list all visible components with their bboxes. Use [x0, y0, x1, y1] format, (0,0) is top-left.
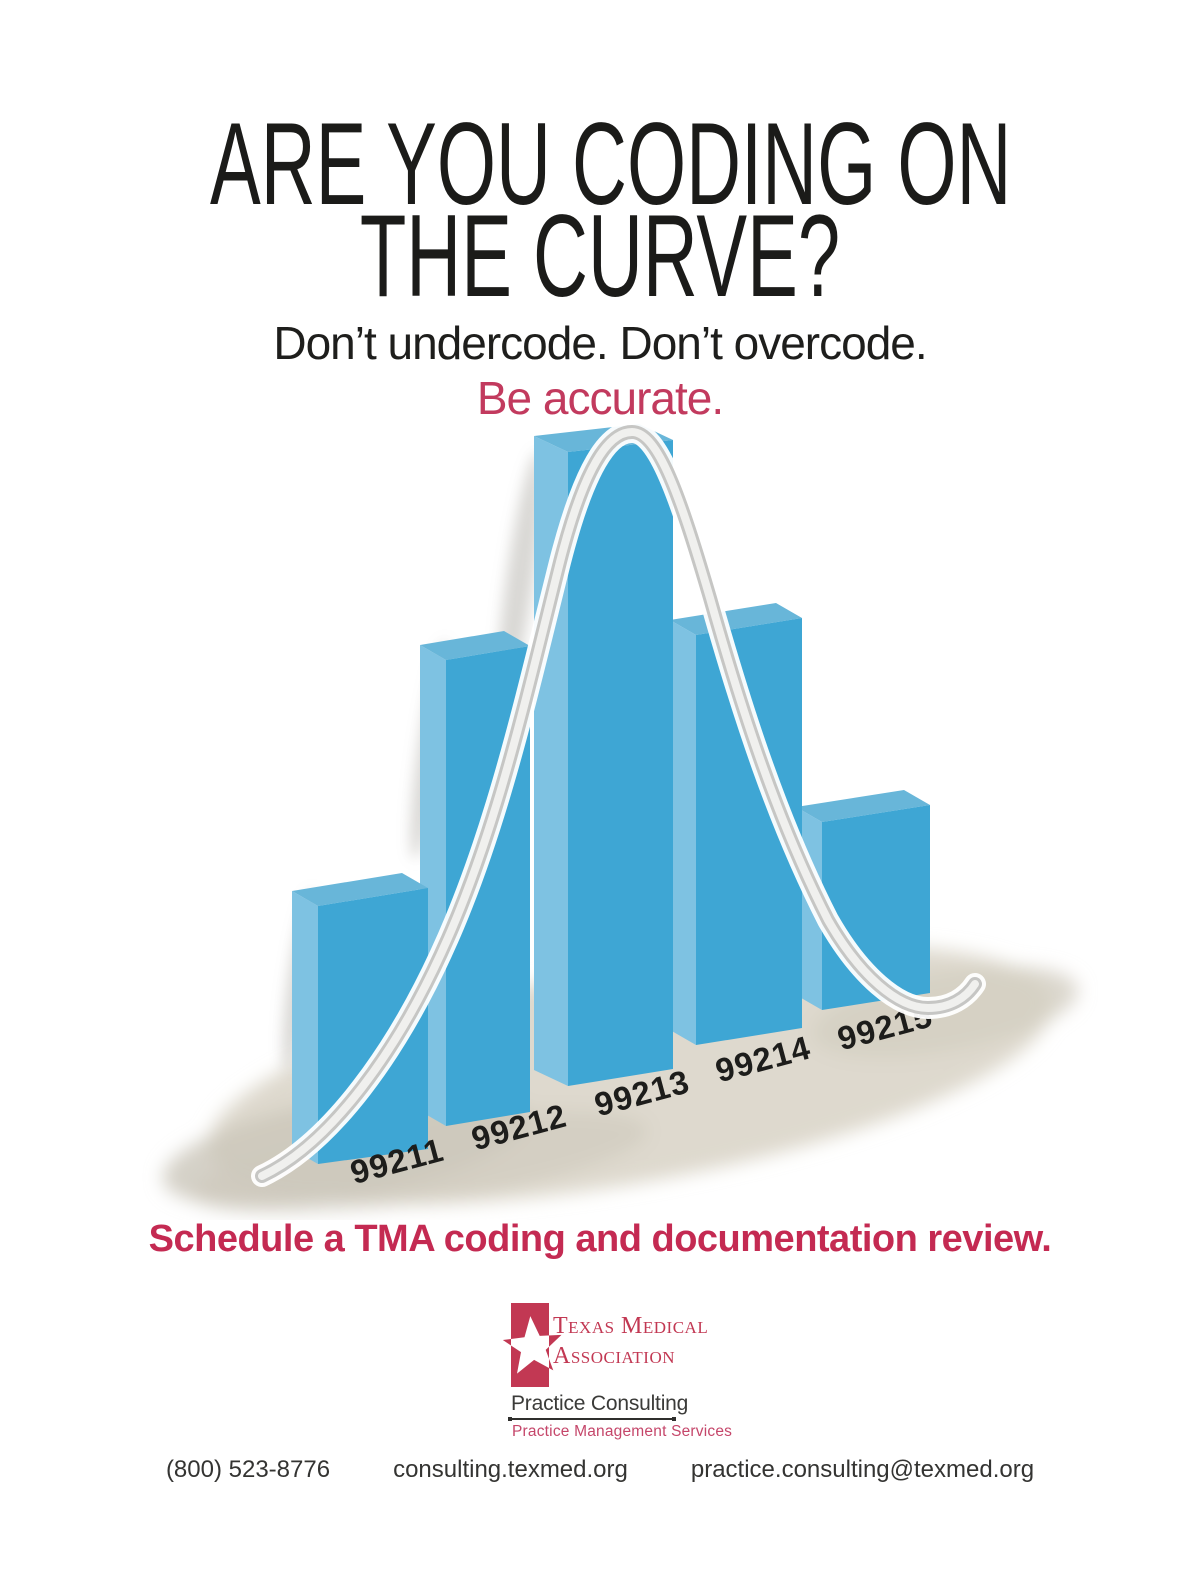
logo-divider [508, 1417, 676, 1421]
divider-dot-left [508, 1417, 512, 1421]
headline: ARE YOU CODING ON THE CURVE? [0, 98, 1200, 321]
contact-row: (800) 523-8776 consulting.texmed.org pra… [0, 1456, 1200, 1484]
cta-text: Schedule a TMA coding and documentation … [148, 1218, 1052, 1260]
contact-email: practice.consulting@texmed.org [690, 1456, 1035, 1483]
bar-99213 [534, 424, 673, 1086]
bell-curve [251, 420, 986, 1187]
division-tagline: Practice Management Services [512, 1423, 733, 1440]
headline-line-1: ARE YOU CODING ON [210, 98, 1012, 229]
subhead-accent-line: Be accurate. [476, 372, 724, 424]
org-name-line-2: Association [553, 1343, 676, 1369]
contact-website: consulting.texmed.org [393, 1456, 628, 1483]
divider-rule [512, 1418, 672, 1420]
divider-dot-right [672, 1417, 676, 1421]
org-name-line-1: Texas Medical [553, 1313, 709, 1339]
tma-logo [502, 1303, 562, 1387]
division-name: Practice Consulting [511, 1392, 689, 1415]
coding-distribution-chart: 99211 99212 99213 99214 99215 [162, 420, 1079, 1213]
contact-phone: (800) 523-8776 [165, 1456, 331, 1483]
bar-99214 [670, 603, 802, 1045]
headline-line-2: THE CURVE? [359, 190, 841, 321]
subhead-line-1: Don’t undercode. Don’t overcode. [273, 317, 927, 369]
tma-star-banner-icon [502, 1303, 562, 1387]
